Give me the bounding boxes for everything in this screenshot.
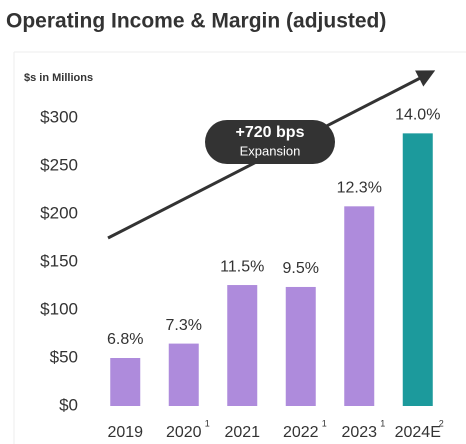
bar [402, 133, 433, 407]
y-tick-label: $200 [40, 203, 78, 222]
margin-label: 9.5% [283, 260, 319, 277]
chart-title: Operating Income & Margin (adjusted) [6, 10, 386, 33]
margin-label: 7.3% [166, 317, 202, 334]
footnote-mark: 1 [380, 418, 385, 428]
callout-title: +720 bps [236, 124, 305, 141]
x-tick-label: 2019 [107, 424, 143, 441]
margin-label: 11.5% [220, 258, 264, 275]
y-tick-label: $300 [40, 107, 78, 126]
bar [110, 358, 141, 406]
bar [227, 285, 258, 406]
margin-label: 12.3% [337, 180, 382, 197]
callout [205, 120, 335, 164]
x-tick-label: 2021 [224, 424, 260, 441]
y-tick-label: $150 [40, 251, 78, 270]
bar [344, 206, 375, 406]
y-tick-label: $250 [40, 155, 78, 174]
footnote-mark: 1 [205, 418, 210, 428]
y-tick-label: $100 [40, 299, 78, 318]
callout-text: Expansion [240, 143, 301, 158]
x-tick-label: 2022 [283, 424, 319, 441]
footnote-mark: 2 [439, 418, 444, 428]
y-tick-label: $50 [50, 347, 78, 366]
bar [168, 343, 199, 406]
x-tick-label: 2024E [395, 424, 441, 441]
subtitle: $s in Millions [24, 72, 93, 84]
margin-label: 14.0% [395, 107, 440, 124]
x-tick-label: 2020 [166, 424, 202, 441]
x-tick-label: 2023 [341, 424, 377, 441]
margin-label: 6.8% [107, 331, 143, 348]
y-tick-label: $0 [59, 395, 78, 414]
bar [285, 286, 316, 406]
footnote-mark: 1 [322, 418, 327, 428]
